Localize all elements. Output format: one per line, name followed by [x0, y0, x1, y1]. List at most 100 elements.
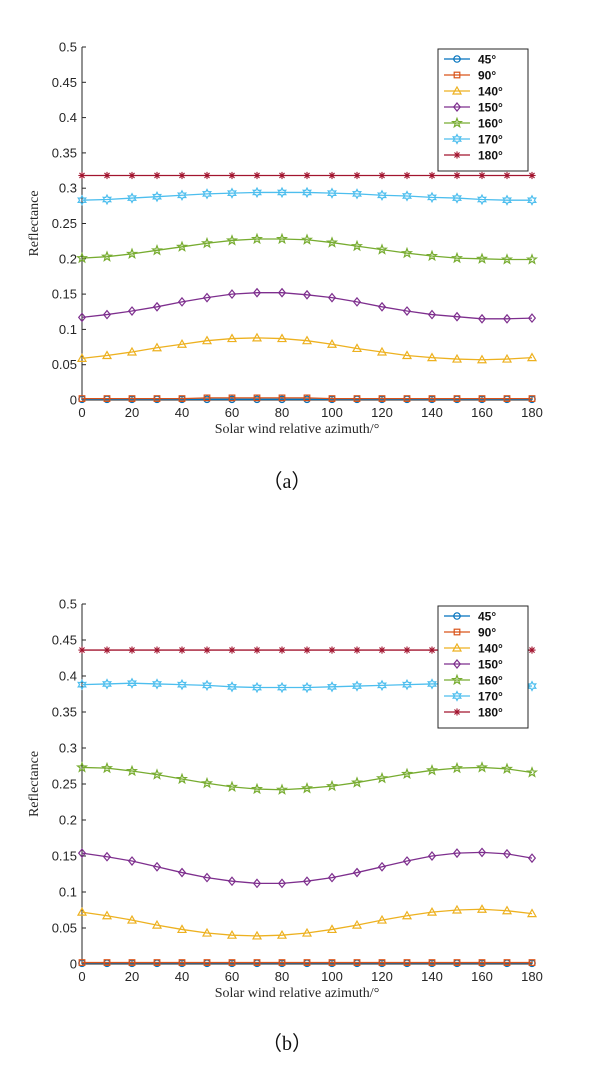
- data-point: [201, 927, 213, 937]
- data-point: [325, 779, 339, 792]
- data-point: [127, 306, 137, 316]
- data-point: [78, 646, 86, 654]
- data-point: [278, 646, 286, 654]
- data-point: [403, 171, 411, 180]
- series-170deg: [77, 186, 537, 206]
- series-line: [81, 238, 532, 261]
- data-point: [377, 679, 387, 692]
- data-point: [300, 781, 314, 794]
- y-tick-label: 0.05: [52, 921, 77, 936]
- series-line: [81, 766, 533, 791]
- data-point: [378, 395, 386, 402]
- data-point: [75, 761, 89, 773]
- data-point: [378, 646, 386, 654]
- data-point: [76, 906, 88, 916]
- data-point: [428, 646, 436, 654]
- legend-box: [437, 605, 529, 729]
- data-point: [101, 350, 113, 360]
- series-90deg: [78, 394, 536, 402]
- data-point: [252, 681, 262, 694]
- data-point: [100, 250, 114, 262]
- y-axis-label: Reflectance: [27, 190, 42, 256]
- data-point: [477, 193, 487, 206]
- data-point: [450, 761, 464, 774]
- data-point: [128, 171, 136, 180]
- data-point: [253, 646, 261, 654]
- series-line: [81, 908, 533, 937]
- data-point: [78, 395, 86, 402]
- data-point: [477, 847, 487, 858]
- data-point: [151, 919, 163, 929]
- data-point: [376, 346, 388, 356]
- data-point: [503, 171, 511, 180]
- data-point: [375, 771, 389, 784]
- data-point: [78, 171, 86, 180]
- chart-caption: （b）: [262, 1032, 312, 1055]
- data-point: [376, 914, 388, 924]
- data-point: [202, 188, 212, 200]
- data-point: [403, 646, 411, 654]
- data-point: [277, 287, 287, 298]
- data-point: [102, 851, 112, 862]
- legend-entry: 170°: [444, 133, 503, 147]
- data-point: [402, 190, 412, 202]
- x-tick-label: 140: [421, 405, 443, 420]
- data-point: [527, 313, 537, 324]
- x-tick-label: 120: [371, 405, 393, 420]
- data-point: [350, 776, 364, 788]
- legend: 45° 90° 140° 150° 160° 170° 180°: [437, 605, 529, 729]
- series-140deg: [76, 332, 538, 364]
- y-tick-label: 0.25: [52, 216, 77, 231]
- data-point: [428, 395, 436, 402]
- data-point: [125, 247, 139, 259]
- data-point: [202, 872, 212, 883]
- data-point: [103, 395, 111, 402]
- chart-b: 0 0.05 0.1 0.15 0.2 0.25 0.3 0.35 0.4 0.45 0.5 0 20 4…: [27, 597, 543, 1056]
- data-point: [528, 646, 536, 654]
- data-point: [153, 171, 161, 180]
- data-point: [228, 646, 236, 654]
- data-point: [353, 959, 361, 966]
- legend-marker: [452, 690, 462, 702]
- data-point: [177, 678, 187, 691]
- y-tick-label: 0.5: [59, 597, 77, 612]
- legend-entry: 150°: [444, 101, 503, 115]
- data-point: [277, 186, 287, 199]
- data-point: [352, 188, 362, 200]
- data-point: [227, 289, 237, 300]
- y-tick-label: 0: [70, 393, 77, 408]
- data-point: [251, 930, 263, 940]
- x-axis-label: Solar wind relative azimuth/°: [215, 986, 380, 1001]
- x-tick-label: 140: [421, 969, 443, 984]
- data-point: [453, 959, 461, 966]
- data-point: [203, 646, 211, 654]
- x-tick-label: 180: [521, 969, 543, 984]
- data-point: [450, 251, 464, 264]
- data-point: [77, 312, 87, 323]
- legend-marker: [452, 133, 462, 145]
- data-point: [503, 395, 511, 402]
- data-point: [377, 861, 387, 872]
- data-point: [277, 878, 287, 889]
- data-point: [527, 853, 537, 864]
- legend-marker: [451, 85, 463, 95]
- data-point: [475, 252, 489, 264]
- data-point: [500, 253, 514, 265]
- data-point: [201, 335, 213, 345]
- legend-marker: [452, 659, 462, 669]
- legend-label: 180°: [478, 706, 503, 720]
- legend-marker: [453, 708, 461, 716]
- data-point: [252, 287, 262, 298]
- x-tick-label: 40: [175, 969, 189, 984]
- data-point: [425, 249, 439, 262]
- data-point: [278, 171, 286, 180]
- data-point: [203, 959, 211, 966]
- legend-marker: [453, 151, 461, 159]
- data-point: [427, 851, 437, 861]
- y-tick-label: 0.45: [52, 633, 77, 648]
- data-point: [528, 171, 536, 180]
- data-point: [253, 171, 261, 180]
- data-point: [326, 339, 338, 348]
- y-tick-label: 0.1: [59, 322, 77, 337]
